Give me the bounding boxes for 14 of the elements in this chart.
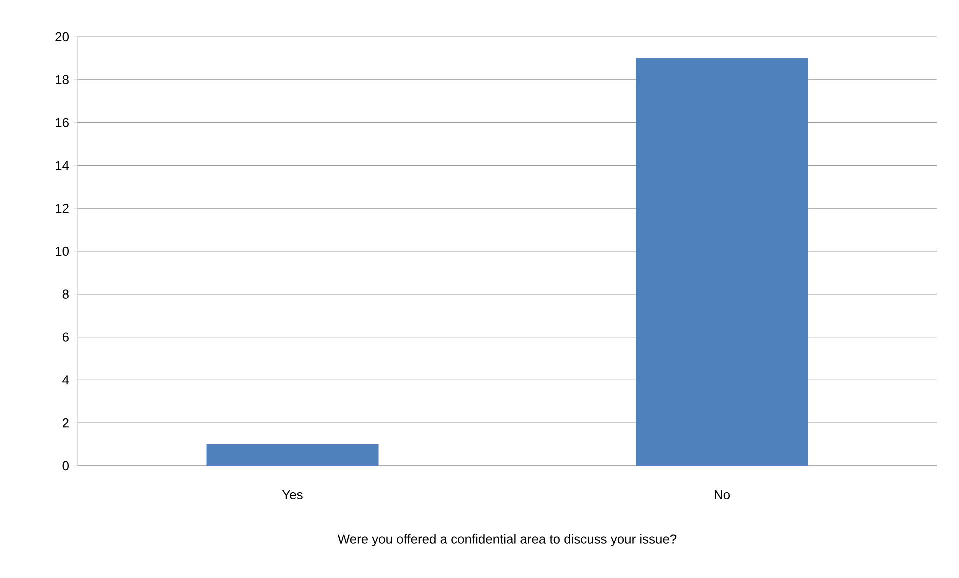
y-tick-label: 14	[56, 161, 70, 170]
y-tick-label: 20	[56, 32, 69, 42]
y-tick-label: 6	[62, 332, 69, 342]
y-tick-label: 16	[56, 118, 69, 128]
x-tick-label: Yes	[282, 490, 303, 500]
y-tick-label: 0	[62, 461, 69, 471]
x-axis-title: Were you offered a confidential area to discuss your issue?	[338, 534, 677, 546]
y-tick-label: 10	[56, 246, 69, 256]
y-tick-label: 4	[62, 376, 70, 385]
y-tick-label: 18	[56, 75, 69, 84]
y-tick-label: 8	[62, 290, 69, 299]
y-tick-label: 2	[62, 418, 69, 428]
y-tick-label: 12	[56, 204, 69, 214]
x-tick-label: No	[715, 490, 730, 500]
